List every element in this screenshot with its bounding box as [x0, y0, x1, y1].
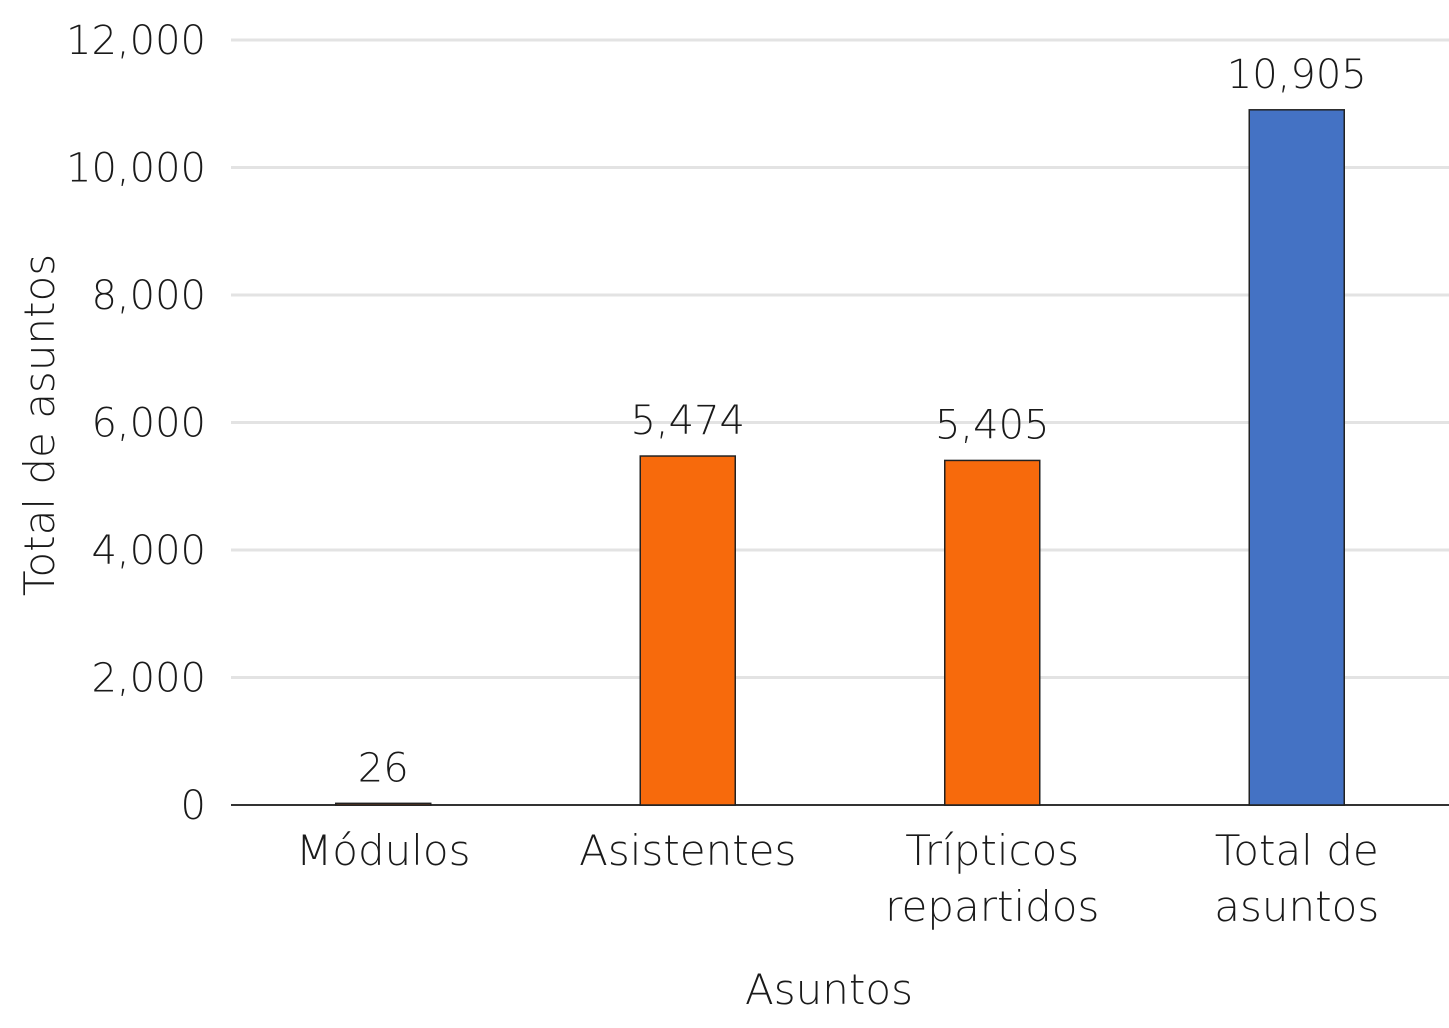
bar-value-label: 5,405 [935, 402, 1050, 448]
y-tick-label: 8,000 [91, 273, 206, 319]
y-tick-label: 4,000 [91, 528, 206, 574]
bar-value-label: 10,905 [1227, 52, 1367, 98]
x-axis-categories: Módulos Asistentes Trípticos repartidos Tota… [296, 826, 1379, 931]
x-category-label: Módulos [296, 826, 470, 875]
bar-value-label: 26 [358, 745, 409, 791]
bar-value-label: 5,474 [630, 398, 745, 444]
x-category-label-line: Trípticos [905, 826, 1079, 875]
gridlines [231, 38, 1449, 806]
y-tick-label: 6,000 [91, 401, 206, 447]
x-category-label: Total de asuntos [1214, 826, 1379, 931]
x-category-label-line: Total de [1215, 826, 1379, 875]
x-category-label-line: repartidos [885, 882, 1099, 931]
y-tick-label: 2,000 [91, 656, 206, 702]
bar [335, 802, 432, 806]
x-category-label-line: asuntos [1214, 882, 1379, 931]
y-axis-ticks: 0 2,000 4,000 6,000 8,000 10,000 12,000 [66, 18, 206, 829]
y-tick-label: 0 [181, 783, 206, 829]
bar [1248, 109, 1345, 806]
x-axis-title: Asuntos [745, 965, 913, 1014]
x-category-label: Asistentes [579, 826, 796, 875]
y-tick-label: 10,000 [66, 146, 206, 192]
y-axis-title: Total de asuntos [15, 254, 64, 596]
x-category-label: Trípticos repartidos [885, 826, 1099, 931]
bar [944, 459, 1041, 806]
bar [639, 455, 736, 806]
bars [335, 109, 1345, 806]
y-tick-label: 12,000 [66, 18, 206, 64]
value-labels: 26 5,474 5,405 10,905 [358, 52, 1367, 792]
x-category-label-line: Módulos [296, 826, 470, 875]
x-category-label-line: Asistentes [579, 826, 796, 875]
